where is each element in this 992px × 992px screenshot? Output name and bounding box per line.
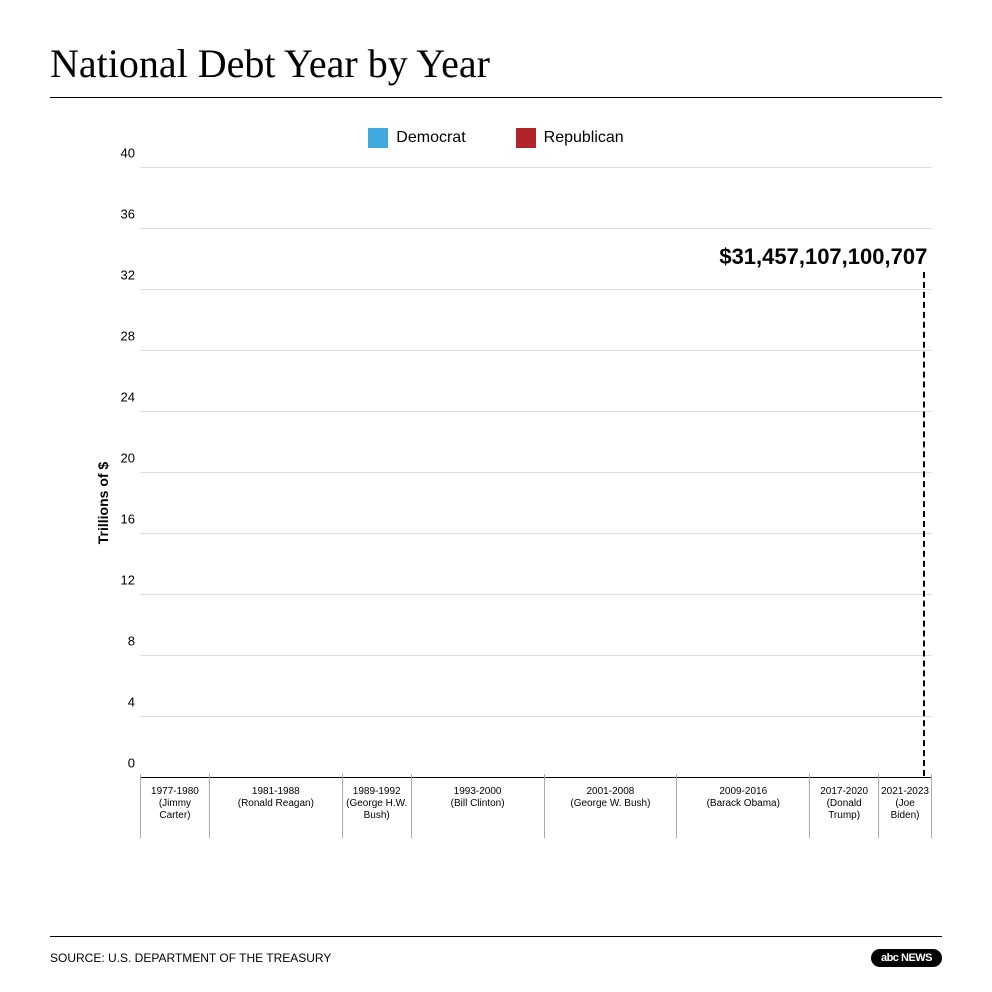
y-tick-label: 24 (110, 390, 135, 405)
x-group-label: 2009-2016(Barack Obama) (676, 778, 809, 838)
y-tick-label: 12 (110, 573, 135, 588)
y-tick-label: 20 (110, 451, 135, 466)
x-president: (George W. Bush) (547, 798, 675, 810)
title-rule (50, 97, 942, 98)
grid-line (140, 533, 932, 534)
callout-leader-line (923, 272, 925, 776)
x-range: 2017-2020 (812, 786, 876, 798)
x-group-label: 2017-2020(Donald Trump) (809, 778, 878, 838)
x-group-label: 1993-2000(Bill Clinton) (411, 778, 544, 838)
x-range: 2009-2016 (679, 786, 807, 798)
grid-line (140, 655, 932, 656)
chart: Trillions of $ 0481216202428323640$31,45… (110, 168, 932, 838)
x-president: (Jimmy Carter) (143, 798, 207, 822)
abc-news-logo: abc NEWS (871, 949, 942, 967)
y-tick-label: 32 (110, 268, 135, 283)
y-tick-label: 16 (110, 512, 135, 527)
y-tick-label: 8 (110, 634, 135, 649)
legend-label: Republican (544, 129, 624, 146)
x-president: (George H.W. Bush) (345, 798, 409, 822)
x-president: (Bill Clinton) (414, 798, 542, 810)
grid-line (140, 716, 932, 717)
grid-line (140, 289, 932, 290)
x-group-label: 2021-2023(Joe Biden) (878, 778, 932, 838)
footer: SOURCE: U.S. DEPARTMENT OF THE TREASURY … (50, 936, 942, 967)
source-text: SOURCE: U.S. DEPARTMENT OF THE TREASURY (50, 951, 331, 965)
x-range: 1989-1992 (345, 786, 409, 798)
y-axis-label: Trillions of $ (95, 462, 111, 544)
y-tick-label: 36 (110, 207, 135, 222)
y-tick-label: 40 (110, 146, 135, 161)
x-range: 1993-2000 (414, 786, 542, 798)
y-tick-label: 4 (110, 695, 135, 710)
y-tick-label: 28 (110, 329, 135, 344)
y-tick-label: 0 (110, 756, 135, 771)
x-president: (Joe Biden) (881, 798, 929, 822)
chart-title: National Debt Year by Year (50, 40, 942, 87)
legend: Democrat Republican (50, 128, 942, 148)
x-group-label: 1977-1980(Jimmy Carter) (140, 778, 209, 838)
grid-line (140, 472, 932, 473)
grid-line (140, 228, 932, 229)
legend-swatch (368, 128, 388, 148)
legend-label: Democrat (396, 129, 465, 146)
grid-line (140, 411, 932, 412)
x-president: (Ronald Reagan) (212, 798, 340, 810)
legend-item: Democrat (368, 128, 465, 148)
x-group-label: 2001-2008(George W. Bush) (544, 778, 677, 838)
x-president: (Barack Obama) (679, 798, 807, 810)
x-axis: 1977-1980(Jimmy Carter)1981-1988(Ronald … (140, 778, 932, 838)
callout-value: $31,457,107,100,707 (719, 244, 927, 270)
legend-item: Republican (516, 128, 624, 148)
x-range: 1981-1988 (212, 786, 340, 798)
x-group-label: 1989-1992(George H.W. Bush) (342, 778, 411, 838)
grid-line (140, 594, 932, 595)
x-range: 2021-2023 (881, 786, 929, 798)
x-group-label: 1981-1988(Ronald Reagan) (209, 778, 342, 838)
legend-swatch (516, 128, 536, 148)
x-range: 2001-2008 (547, 786, 675, 798)
grid-line (140, 167, 932, 168)
grid-line (140, 350, 932, 351)
x-range: 1977-1980 (143, 786, 207, 798)
x-president: (Donald Trump) (812, 798, 876, 822)
plot-area: 0481216202428323640$31,457,107,100,707 (140, 168, 932, 778)
